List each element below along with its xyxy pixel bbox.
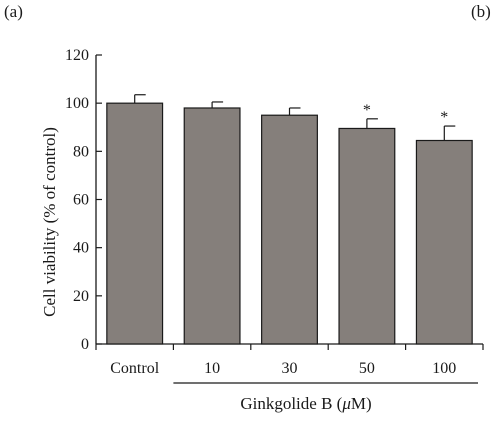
- y-tick-label: 0: [81, 336, 89, 353]
- x-tick-label: Control: [110, 360, 159, 377]
- x-tick-label: 50: [359, 360, 375, 377]
- y-tick-label: 100: [65, 95, 89, 112]
- y-tick-label: 120: [65, 47, 89, 64]
- bar: [338, 127, 396, 345]
- y-tick-label: 80: [73, 143, 89, 160]
- significance-marker: *: [363, 102, 371, 119]
- y-tick-label: 20: [73, 288, 89, 305]
- y-tick-label: 40: [73, 240, 89, 257]
- bar: [106, 102, 164, 345]
- bar: [415, 139, 473, 345]
- bar: [261, 114, 318, 345]
- y-axis-label: Cell viability (% of control): [40, 127, 59, 317]
- panel-label-a: (a): [4, 2, 23, 21]
- bar: [183, 107, 241, 345]
- x-tick-label: 100: [432, 360, 456, 377]
- y-tick-label: 60: [73, 192, 89, 209]
- x-axis-label: Ginkgolide B (μM): [240, 394, 371, 413]
- x-tick-label: 30: [282, 360, 298, 377]
- x-tick-label: 10: [204, 360, 220, 377]
- panel-label-b: (b): [471, 2, 491, 21]
- significance-marker: *: [440, 109, 448, 126]
- plot-area: 0 20 40 60 80 100 120 Control 10 30 * 50 * 100: [65, 47, 484, 384]
